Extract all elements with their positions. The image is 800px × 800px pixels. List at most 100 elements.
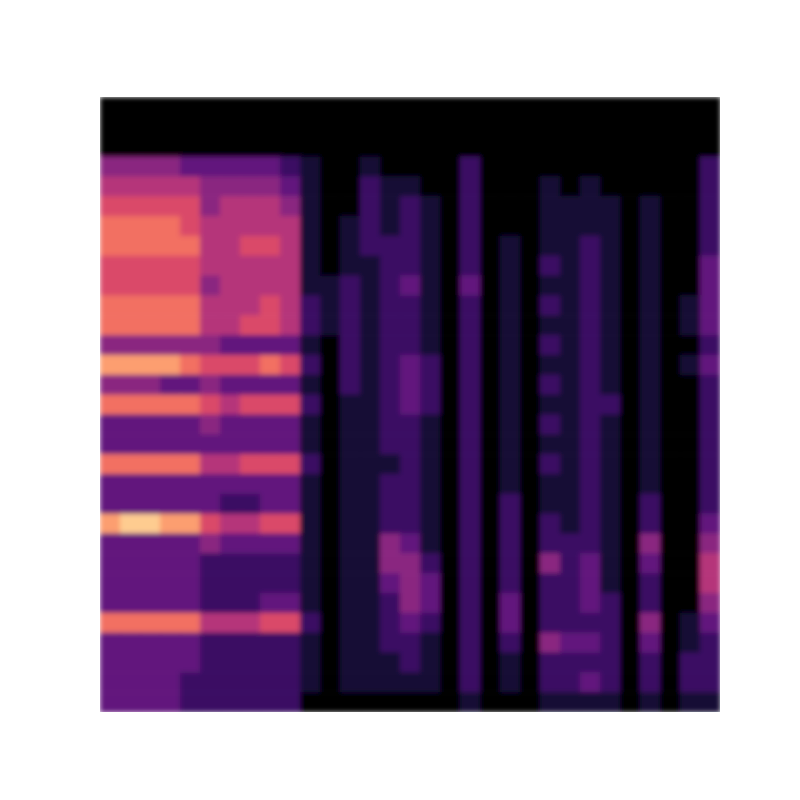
heatmap-cell [680,395,701,415]
heatmap-cell [620,514,641,534]
heatmap-cell [660,474,681,494]
heatmap-cell [680,692,701,712]
heatmap-cell [520,276,541,296]
heatmap-cell [260,514,281,534]
heatmap-cell [600,414,621,434]
heatmap-cell [540,335,561,355]
heatmap-cell [240,414,261,434]
heatmap-cell [500,613,521,633]
heatmap-cell [200,672,221,692]
heatmap-cell [260,315,281,335]
heatmap-cell [420,474,441,494]
heatmap-cell [580,454,601,474]
heatmap-cell [680,375,701,395]
heatmap-cell [140,692,161,712]
heatmap-cell [500,414,521,434]
heatmap-cell [500,157,521,177]
heatmap-cell [120,633,141,653]
heatmap-cell [640,176,661,196]
heatmap-cell [480,276,501,296]
heatmap-cell [340,613,361,633]
heatmap-cell [420,375,441,395]
heatmap-cell [700,533,720,553]
heatmap-cell [100,494,121,514]
heatmap-cell [400,117,421,137]
heatmap-cell [420,514,441,534]
heatmap-cell [580,295,601,315]
heatmap-cell [680,97,701,117]
heatmap-cell [500,97,521,117]
heatmap-cell [500,375,521,395]
heatmap-cell [180,216,201,236]
heatmap-cell [140,176,161,196]
heatmap-cell [660,613,681,633]
heatmap-cell [340,414,361,434]
heatmap-cell [460,633,481,653]
heatmap-cell [240,256,261,276]
heatmap-cell [480,573,501,593]
heatmap-cell [480,335,501,355]
heatmap-cell [420,494,441,514]
heatmap-cell [100,613,121,633]
heatmap-cell [160,375,181,395]
heatmap-cell [160,276,181,296]
heatmap-cell [520,613,541,633]
heatmap-cell [220,157,241,177]
heatmap-cell [600,97,621,117]
heatmap-cell [600,256,621,276]
heatmap-cell [580,672,601,692]
heatmap-cell [320,137,341,157]
heatmap-cell [380,216,401,236]
heatmap-cell [340,236,361,256]
heatmap-cell [240,672,261,692]
heatmap-cell [240,553,261,573]
heatmap-cell [460,196,481,216]
heatmap-cell [260,672,281,692]
heatmap-cell [260,335,281,355]
heatmap-cell [680,533,701,553]
heatmap-cell [200,196,221,216]
heatmap-cell [360,137,381,157]
heatmap-cell [680,434,701,454]
heatmap-cell [360,97,381,117]
heatmap-cell [700,97,720,117]
heatmap-cell [340,593,361,613]
heatmap-cell [660,692,681,712]
heatmap-cell [380,633,401,653]
heatmap-cell [380,335,401,355]
heatmap-cell [260,494,281,514]
heatmap-cell [360,196,381,216]
heatmap-cell [120,652,141,672]
heatmap-cell [240,395,261,415]
heatmap-cell [100,573,121,593]
heatmap-cell [240,633,261,653]
heatmap-cell [220,395,241,415]
heatmap-cell [380,176,401,196]
heatmap-cell [440,672,461,692]
heatmap-cell [400,157,421,177]
heatmap-cell [520,652,541,672]
heatmap-cell [600,236,621,256]
heatmap-cell [380,295,401,315]
heatmap-cell [240,573,261,593]
heatmap-cell [540,236,561,256]
heatmap-cell [460,454,481,474]
heatmap-cell [580,692,601,712]
heatmap-cell [140,395,161,415]
heatmap-cell [700,276,720,296]
heatmap-cell [380,434,401,454]
heatmap-cell [620,196,641,216]
heatmap-cell [180,514,201,534]
heatmap-cell [160,335,181,355]
heatmap-cell [680,315,701,335]
heatmap-cell [640,494,661,514]
heatmap-cell [160,236,181,256]
heatmap-cell [120,236,141,256]
heatmap-cell [300,672,321,692]
heatmap-cell [400,176,421,196]
heatmap-cell [660,117,681,137]
heatmap-cell [440,553,461,573]
heatmap-cell [680,276,701,296]
heatmap-cell [140,315,161,335]
heatmap-cell [320,97,341,117]
